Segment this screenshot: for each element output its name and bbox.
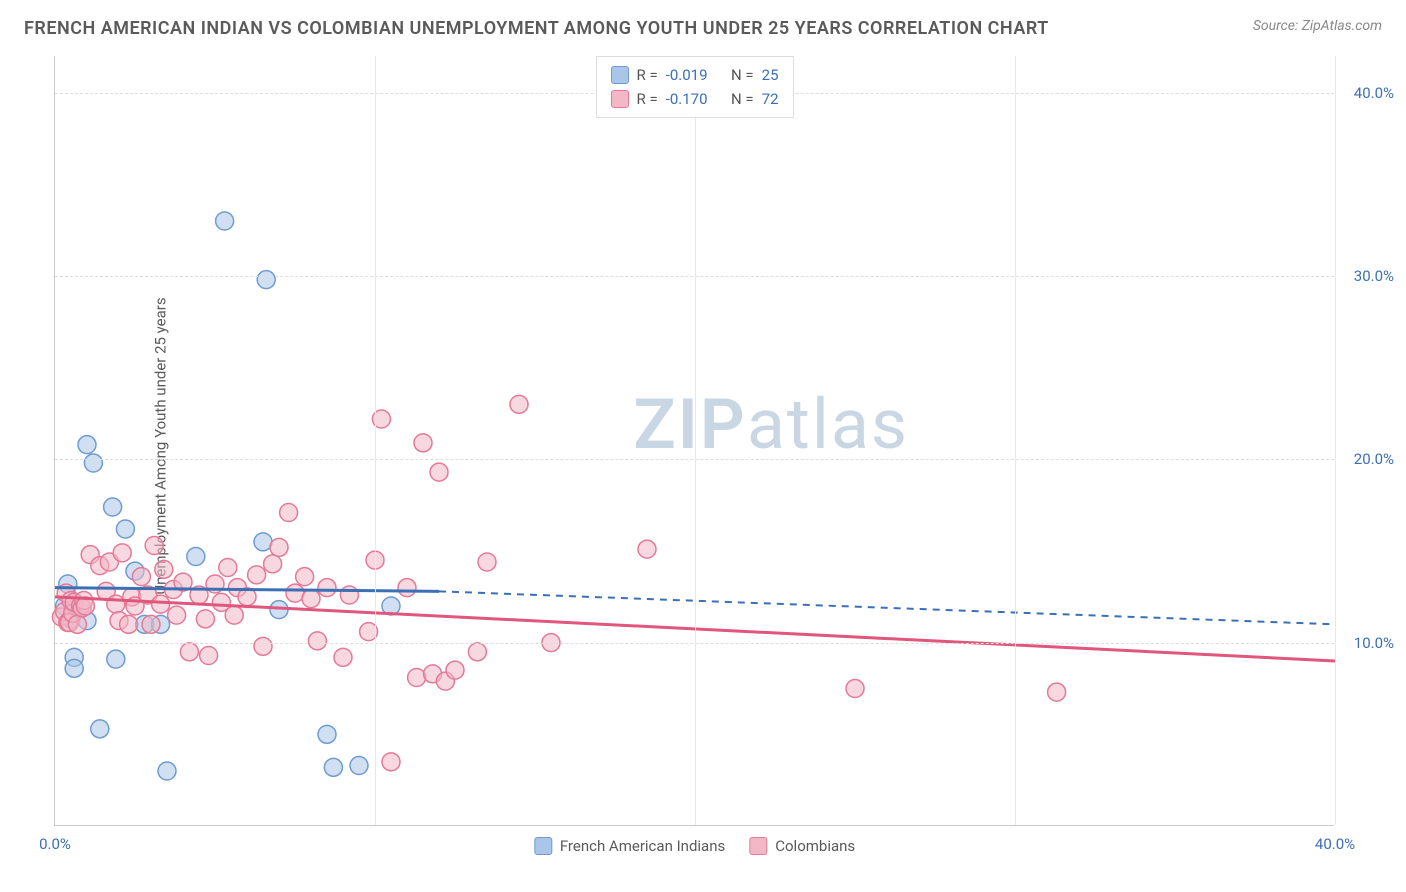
n-label: N = <box>731 63 754 87</box>
scatter-point <box>334 648 352 666</box>
scatter-point <box>196 610 214 628</box>
scatter-point <box>104 498 122 516</box>
scatter-point <box>318 725 336 743</box>
scatter-point <box>324 758 342 776</box>
scatter-point <box>120 615 138 633</box>
n-label: N = <box>731 87 754 111</box>
r-value-1: -0.170 <box>666 87 708 111</box>
scatter-point <box>302 590 320 608</box>
scatter-point <box>158 762 176 780</box>
scatter-point <box>219 559 237 577</box>
scatter-point <box>78 436 96 454</box>
r-label: R = <box>636 87 657 111</box>
scatter-point <box>468 643 486 661</box>
chart-plot-area: ZIPatlas R = -0.019 N = 25 R = -0.170 N … <box>54 56 1334 826</box>
r-value-0: -0.019 <box>666 63 708 87</box>
chart-title: FRENCH AMERICAN INDIAN VS COLOMBIAN UNEM… <box>24 18 1049 39</box>
scatter-point <box>264 555 282 573</box>
scatter-point <box>257 271 275 289</box>
legend-swatch-blue-icon <box>534 837 552 855</box>
legend-bottom: French American Indians Colombians <box>534 837 855 855</box>
scatter-point <box>107 650 125 668</box>
scatter-point <box>145 537 163 555</box>
scatter-point <box>65 659 83 677</box>
y-tick-label: 30.0% <box>1354 267 1394 285</box>
scatter-point <box>216 212 234 230</box>
chart-source: Source: ZipAtlas.com <box>1253 18 1382 34</box>
scatter-point <box>846 680 864 698</box>
chart-header: FRENCH AMERICAN INDIAN VS COLOMBIAN UNEM… <box>0 0 1406 47</box>
scatter-point <box>296 568 314 586</box>
r-label: R = <box>636 63 657 87</box>
grid-line-v <box>375 56 376 825</box>
legend-stats-row-0: R = -0.019 N = 25 <box>610 63 778 87</box>
scatter-point <box>382 753 400 771</box>
scatter-point <box>168 606 186 624</box>
scatter-point <box>155 560 173 578</box>
scatter-point <box>113 544 131 562</box>
scatter-point <box>68 615 86 633</box>
grid-line-v <box>695 56 696 825</box>
x-tick-label: 40.0% <box>1315 835 1355 853</box>
scatter-point <box>510 395 528 413</box>
n-value-0: 25 <box>762 63 779 87</box>
scatter-point <box>280 504 298 522</box>
scatter-point <box>132 568 150 586</box>
legend-swatch-blue <box>610 66 628 84</box>
legend-label-0: French American Indians <box>560 837 725 855</box>
scatter-point <box>142 615 160 633</box>
scatter-point <box>254 637 272 655</box>
grid-line-v <box>1015 56 1016 825</box>
scatter-point <box>180 643 198 661</box>
legend-bottom-item-1: Colombians <box>749 837 855 855</box>
y-tick-label: 40.0% <box>1354 84 1394 102</box>
legend-label-1: Colombians <box>775 837 855 855</box>
scatter-point <box>107 595 125 613</box>
y-tick-label: 20.0% <box>1354 450 1394 468</box>
scatter-point <box>408 669 426 687</box>
scatter-point <box>318 579 336 597</box>
regression-line-dashed <box>439 591 1335 624</box>
legend-swatch-pink-icon <box>749 837 767 855</box>
scatter-point <box>225 606 243 624</box>
legend-stats-box: R = -0.019 N = 25 R = -0.170 N = 72 <box>595 56 793 118</box>
scatter-point <box>187 548 205 566</box>
scatter-point <box>340 586 358 604</box>
x-tick-label: 0.0% <box>39 835 71 853</box>
legend-stats-row-1: R = -0.170 N = 72 <box>610 87 778 111</box>
scatter-point <box>152 595 170 613</box>
scatter-point <box>398 579 416 597</box>
scatter-point <box>308 632 326 650</box>
scatter-point <box>91 720 109 738</box>
scatter-point <box>430 463 448 481</box>
scatter-point <box>350 757 368 775</box>
scatter-point <box>200 647 218 665</box>
scatter-point <box>446 661 464 679</box>
scatter-point <box>638 540 656 558</box>
scatter-point <box>414 434 432 452</box>
grid-line-v <box>1335 56 1336 825</box>
scatter-point <box>478 553 496 571</box>
scatter-point <box>270 538 288 556</box>
scatter-point <box>116 520 134 538</box>
n-value-1: 72 <box>762 87 779 111</box>
scatter-point <box>1048 683 1066 701</box>
scatter-point <box>248 566 266 584</box>
legend-swatch-pink <box>610 90 628 108</box>
y-tick-label: 10.0% <box>1354 634 1394 652</box>
scatter-point <box>84 454 102 472</box>
legend-bottom-item-0: French American Indians <box>534 837 725 855</box>
